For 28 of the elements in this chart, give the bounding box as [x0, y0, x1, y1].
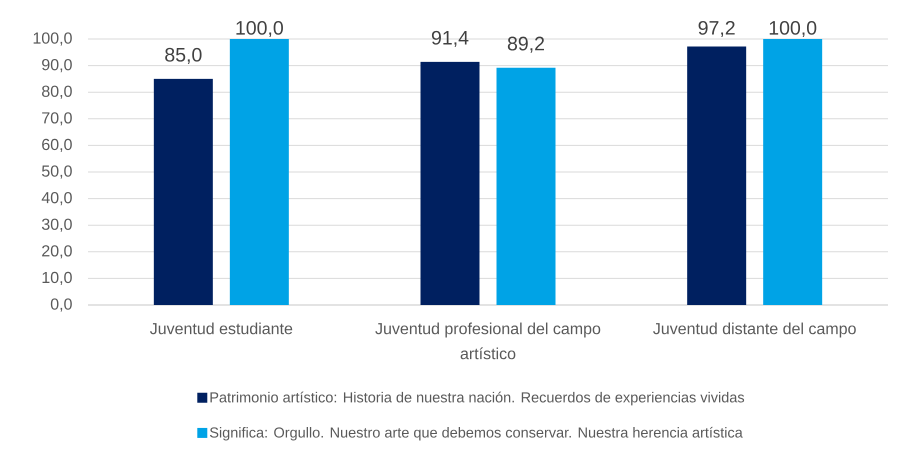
- y-tick-label: 80,0: [42, 86, 72, 99]
- data-label: 85,0: [165, 48, 202, 64]
- y-tick-label: 30,0: [42, 218, 72, 232]
- x-tick-label: Juventud estudiante: [150, 322, 292, 334]
- bar: [687, 46, 746, 305]
- y-tick-label: 60,0: [42, 138, 72, 152]
- y-tick-label: 20,0: [42, 245, 72, 258]
- x-tick-label: Juventud distante del campo: [653, 322, 856, 338]
- bar: [154, 78, 213, 305]
- y-tick-label: 40,0: [42, 192, 72, 206]
- data-label: 100,0: [770, 20, 816, 38]
- bar: [763, 39, 822, 305]
- data-label: 100,0: [236, 20, 283, 38]
- data-label: 91,4: [432, 30, 468, 47]
- y-tick-label: 10,0: [42, 272, 72, 286]
- bar: [496, 68, 556, 305]
- x-tick-label: Juventud profesional del campo artístico: [375, 322, 600, 360]
- y-tick-label: 70,0: [42, 112, 72, 126]
- bar: [230, 39, 289, 305]
- y-tick-label: 100,0: [34, 32, 72, 46]
- y-tick-label: 50,0: [42, 165, 72, 179]
- y-tick-label: 0,0: [50, 298, 72, 312]
- bar: [420, 62, 480, 305]
- y-tick-label: 90,0: [42, 59, 72, 72]
- legend-label: Patrimonio artístico: Historia de nuestra nación. Recuerdos de experiencias vividas: [210, 392, 744, 406]
- legend-label: Significa: Orgullo. Nuestro arte que debemos conservar. Nuestra herencia artística: [210, 426, 743, 441]
- data-label: 89,2: [508, 36, 544, 53]
- data-label: 97,2: [698, 20, 735, 38]
